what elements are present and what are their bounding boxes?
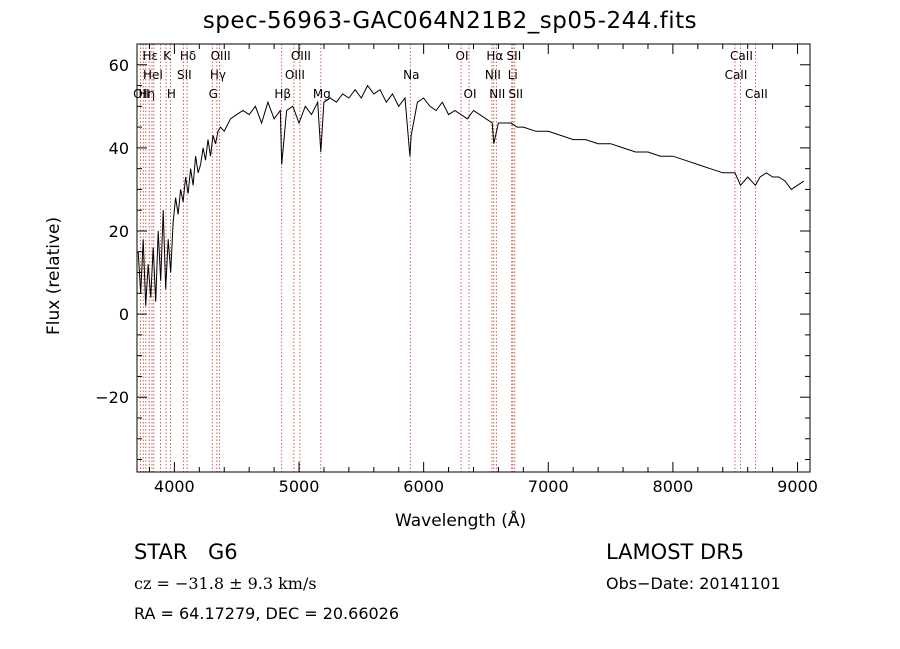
x-tick-label: 9000	[777, 477, 818, 496]
survey-name: LAMOST DR5	[606, 540, 745, 564]
observation-date: Obs−Date: 20141101	[606, 574, 781, 593]
y-tick-label: 40	[109, 139, 129, 158]
line-label-4: HeI	[143, 68, 163, 82]
line-label-19: OI	[456, 49, 469, 63]
redshift-velocity: cz = −31.8 ± 9.3 km/s	[134, 574, 317, 593]
plot-frame	[136, 43, 811, 473]
line-label-22: Hα	[486, 49, 503, 63]
line-label-16: OIII	[291, 49, 311, 63]
line-label-9: SII	[177, 68, 192, 82]
x-tick-label: 5000	[279, 477, 320, 496]
line-label-11: G	[209, 87, 218, 101]
line-label-20: OI	[464, 87, 477, 101]
line-label-10: Hδ	[180, 49, 196, 63]
line-label-24: Li	[508, 68, 518, 82]
line-label-13: OIII	[211, 49, 231, 63]
y-tick-label: −20	[95, 388, 129, 407]
y-tick-label: 60	[109, 56, 129, 75]
line-label-2: Hη	[139, 87, 156, 101]
x-tick-label: 8000	[653, 477, 694, 496]
line-label-27: CaII	[725, 68, 748, 82]
line-label-7: K	[163, 49, 172, 63]
line-label-23: NII	[489, 87, 505, 101]
line-label-15: OIII	[285, 68, 305, 82]
line-label-28: CaII	[730, 49, 753, 63]
line-label-18: Na	[403, 68, 419, 82]
object-class: STAR	[134, 540, 188, 564]
sky-coordinates: RA = 64.17279, DEC = 20.66026	[134, 604, 400, 623]
y-tick-label: 20	[109, 222, 129, 241]
line-label-12: Hγ	[210, 68, 226, 82]
line-label-8: H	[167, 87, 176, 101]
line-label-14: Hβ	[274, 87, 291, 101]
line-label-26: SII	[508, 87, 523, 101]
y-axis-label: Flux (relative)	[44, 216, 64, 335]
object-subclass: G6	[208, 540, 238, 564]
chart-title: spec-56963-GAC064N21B2_sp05-244.fits	[202, 8, 698, 34]
x-tick-label: 6000	[403, 477, 444, 496]
y-tick-label: 0	[119, 305, 129, 324]
line-label-29: CaII	[745, 87, 768, 101]
spectrum-line	[137, 84, 805, 306]
x-axis-label: Wavelength (Å)	[395, 511, 527, 531]
line-label-21: NII	[485, 68, 501, 82]
x-tick-label: 7000	[528, 477, 569, 496]
line-label-3: Hε	[142, 49, 158, 63]
line-label-17: Mg	[313, 87, 331, 101]
line-label-25: SII	[507, 49, 522, 63]
x-tick-label: 4000	[154, 477, 195, 496]
